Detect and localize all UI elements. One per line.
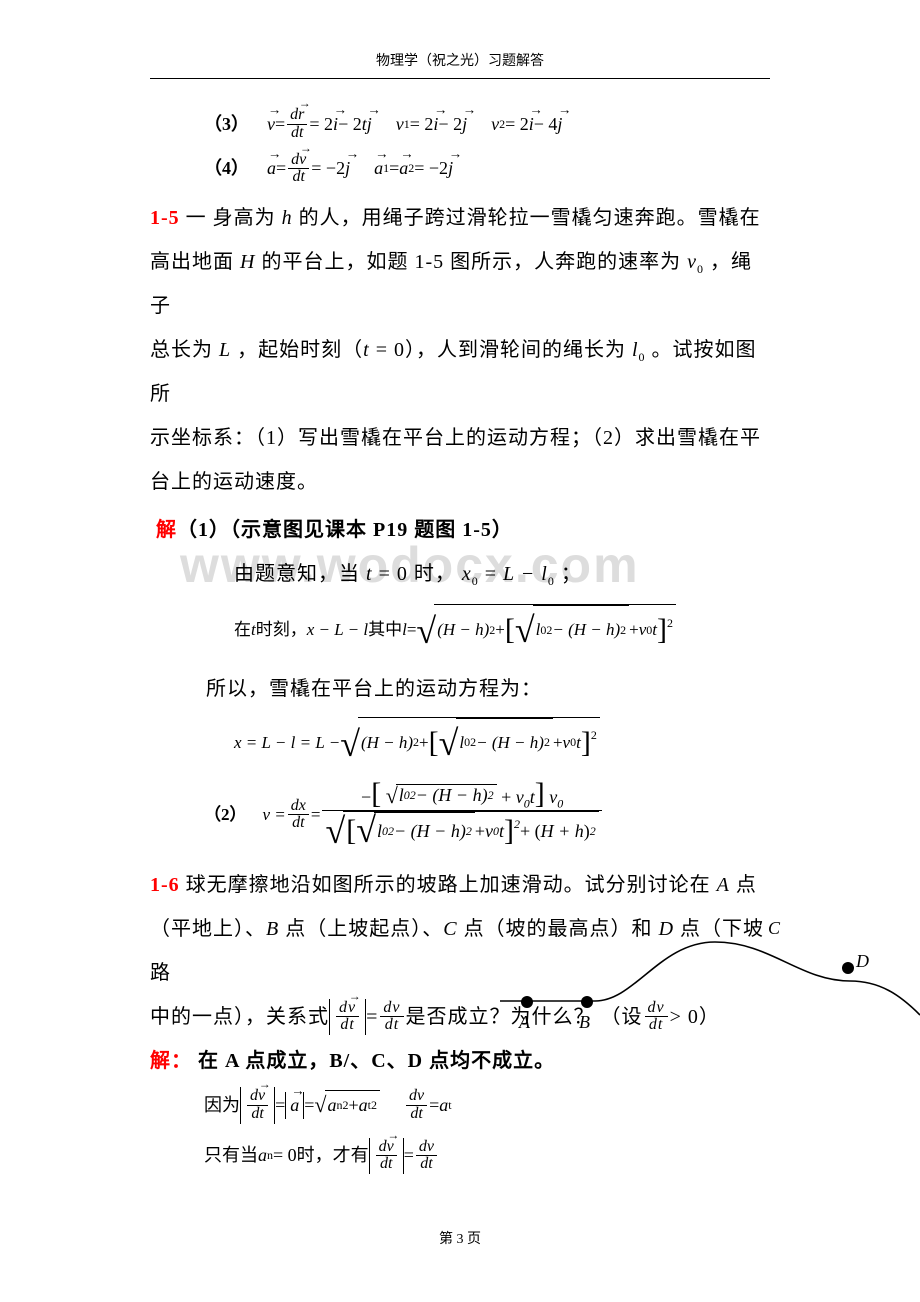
eq3-v-vec: v [267,112,275,137]
page-footer: 第 3 页 [0,1228,920,1248]
point-B-label: B [579,1012,590,1033]
point-B-dot [581,996,593,1008]
solution-1-6-because: 因为 dvdt = a = √an2 + at2 dvdt = at [150,1087,770,1124]
solution-1-5-part2: （2） v = dxdt = −[ √l02 − (H − h)2 + v0t]… [150,779,770,851]
answer-label: 解 [156,519,177,541]
solution-1-5-l1: 由题意知，当 t = 0 时， x0 = L − l0 ； [150,552,770,596]
problem-1-5-line3: 总长为 L ，起始时刻（t = 0），人到滑轮间的绳长为 l0 。试按如图所 [150,328,770,416]
point-A-dot [521,996,533,1008]
sqrt-outer-2: √ (H − h)2 + [ √l02 − (H − h)2 + v0t ]2 [340,717,600,769]
equation-3: （3） v = drdt = 2i − 2tj v1 = 2i − 2j v2 … [150,107,770,142]
solution-1-6-only: 只有当 an = 0 时，才有 dvdt = dvdt [150,1138,770,1175]
problem-1-6-line1: 1-6 球无摩擦地沿如图所示的坡路上加速滑动。试分别讨论在 A 点 [150,863,770,907]
eq4-number: （4） [204,156,249,181]
solution-1-5-head: 解（1）（示意图见课本 P19 题图 1-5） [150,508,770,552]
eq4-dv-dt: dvdt [288,152,309,187]
big-fraction: −[ √l02 − (H − h)2 + v0t] v0 √ [ √l02 − … [322,779,601,851]
sqrt-outer-1: √ (H − h)2 + [ √l02 − (H − h)2 + v0t ]2 [416,604,676,656]
problem-1-5-line2: 高出地面 H 的平台上，如题 1-5 图所示，人奔跑的速率为 v0 ，绳子 [150,240,770,328]
problem-label-1-6: 1-6 [150,874,180,896]
sqrt-inner-1: √l02 − (H − h)2 [515,605,629,655]
problem-1-5-line1: 1-5 一 身高为 h 的人，用绳子跨过滑轮拉一雪橇匀速奔跑。雪橇在 [150,196,770,240]
solution-1-6-head: 解： 在 A 点成立，B/、C、D 点均不成立。 [150,1039,770,1083]
eq3-number: （3） [204,112,249,137]
point-D-dot [842,962,854,974]
answer-label-2: 解： [150,1050,192,1072]
page-header: 物理学（祝之光）习题解答 [150,50,770,70]
point-C-label: C [768,918,780,939]
point-D-label: D [856,951,869,972]
problem-1-5-line4: 示坐标系：（1）写出雪橇在平台上的运动方程；（2）求出雪橇在平 [150,416,770,460]
problem-1-5-line5: 台上的运动速度。 [150,460,770,504]
solution-1-5-l3: 所以，雪橇在平台上的运动方程为： [150,667,770,711]
problem-label-1-5: 1-5 [150,207,180,229]
hill-diagram [500,935,920,1030]
point-A-label: A [519,1012,530,1033]
solution-1-5-x-eq: x = L − l = L − √ (H − h)2 + [ √l02 − (H… [150,717,770,769]
solution-1-5-l2: 在 t 时刻， x − L − l 其中 l = √ (H − h)2 + [ … [150,604,770,656]
header-rule [150,78,770,79]
equation-4: （4） a = dvdt = −2j a1 = a2 = −2j [150,152,770,187]
eq3-dr-dt: drdt [287,107,307,142]
